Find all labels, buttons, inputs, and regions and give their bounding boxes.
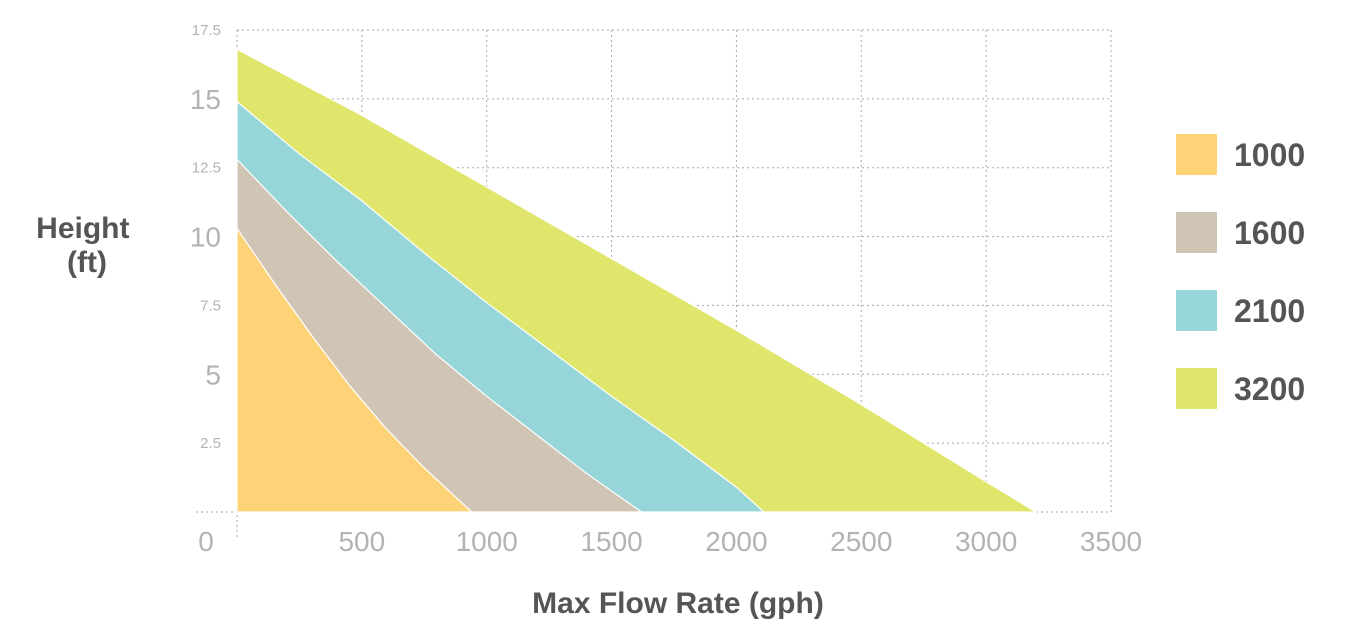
legend: 1000 1600 2100 3200 <box>1176 134 1305 409</box>
y-tick-label: 15 <box>190 84 221 115</box>
x-tick-label: 3500 <box>1080 526 1142 557</box>
x-tick-labels: 0 500 1000 1500 2000 2500 3000 3500 <box>198 526 1142 557</box>
y-axis-title-line-2: (ft) <box>67 246 107 279</box>
x-tick-label: 1000 <box>456 526 518 557</box>
legend-swatch-3200 <box>1176 368 1217 409</box>
y-axis-title: Height (ft) <box>36 212 138 279</box>
y-tick-label: 5 <box>205 359 221 390</box>
x-axis-title: Max Flow Rate (gph) <box>532 587 824 620</box>
legend-label-2100: 2100 <box>1234 293 1305 329</box>
x-tick-label: 2500 <box>830 526 892 557</box>
legend-label-1600: 1600 <box>1234 215 1305 251</box>
y-axis-title-line-1: Height <box>36 212 129 245</box>
series-areas <box>236 48 1037 513</box>
series-area-1000 <box>236 227 473 513</box>
y-tick-label: 2.5 <box>200 435 221 452</box>
legend-label-1000: 1000 <box>1234 137 1305 173</box>
y-tick-label: 10 <box>190 222 221 253</box>
x-tick-label: 3000 <box>955 526 1017 557</box>
legend-label-3200: 3200 <box>1234 371 1305 407</box>
legend-swatch-2100 <box>1176 290 1217 331</box>
x-tick-label: 1500 <box>580 526 642 557</box>
x-tick-label: 500 <box>338 526 385 557</box>
y-tick-label: 7.5 <box>200 297 221 314</box>
y-tick-labels: 2.5 5 7.5 10 12.5 15 17.5 <box>190 22 221 452</box>
x-tick-label: 2000 <box>705 526 767 557</box>
y-tick-label: 17.5 <box>192 22 221 39</box>
legend-swatch-1600 <box>1176 212 1217 253</box>
x-tick-label: 0 <box>198 526 214 557</box>
legend-swatch-1000 <box>1176 134 1217 175</box>
y-tick-label: 12.5 <box>192 160 221 177</box>
